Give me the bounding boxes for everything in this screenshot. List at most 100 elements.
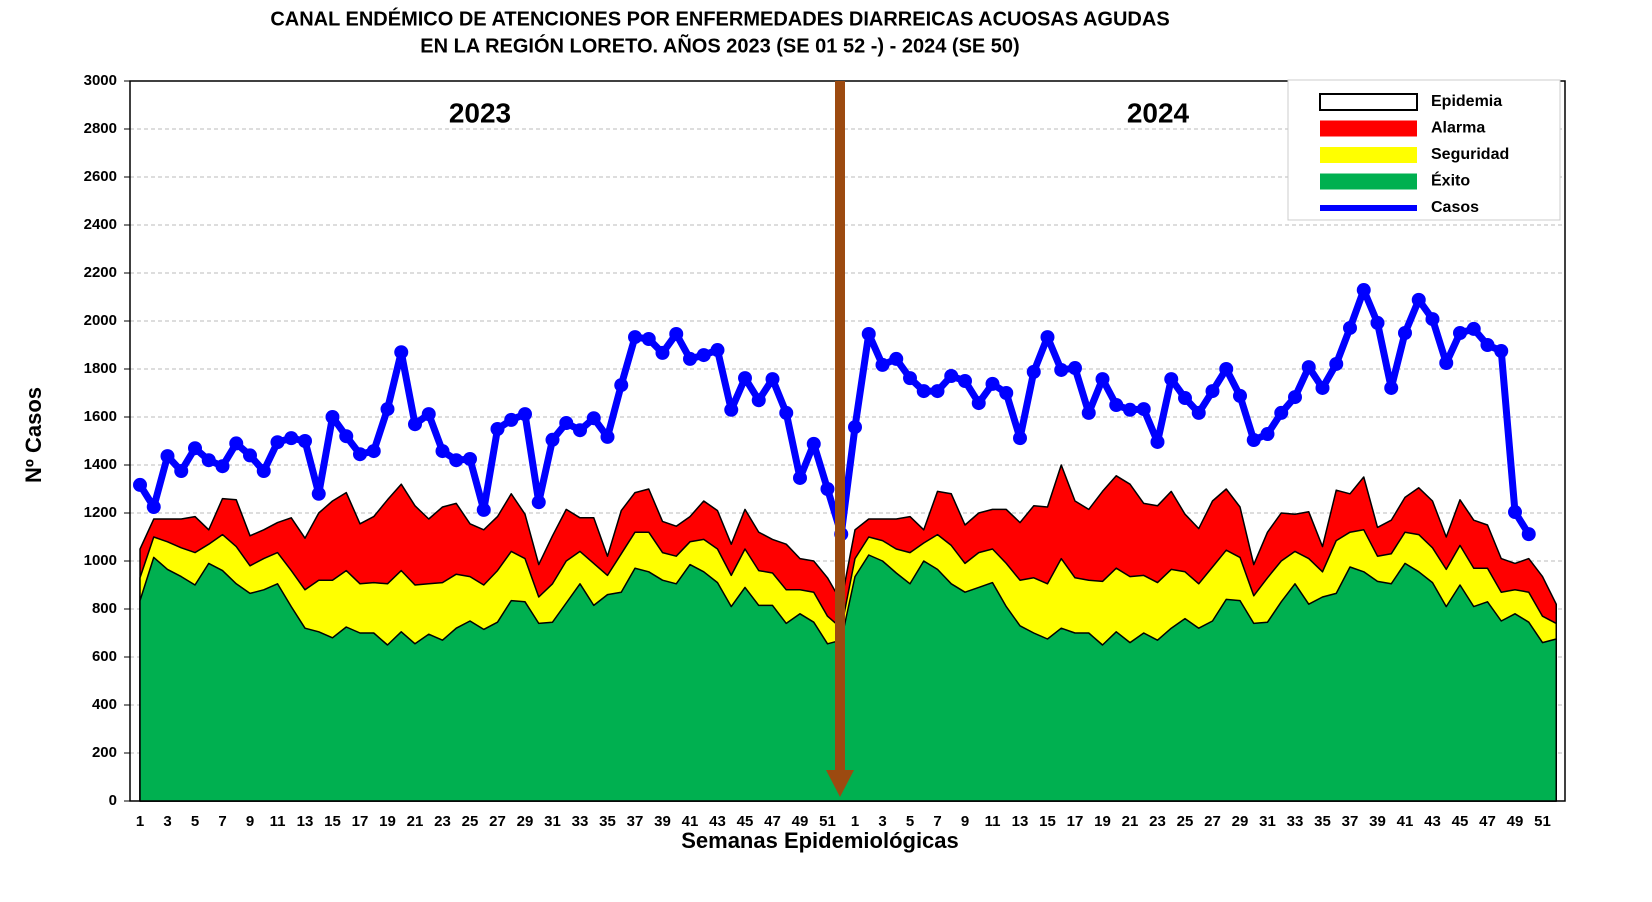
cases-point (958, 374, 972, 388)
x-tick-label: 45 (737, 813, 754, 830)
y-tick-label: 1000 (84, 552, 117, 569)
cases-point (284, 431, 299, 446)
cases-point (1466, 321, 1481, 336)
cases-point (628, 330, 642, 345)
x-tick-label: 1 (136, 813, 144, 830)
cases-point (971, 396, 986, 411)
cases-point (298, 434, 312, 448)
cases-point (683, 351, 697, 366)
cases-point (1136, 402, 1151, 417)
x-tick-label: 37 (1342, 813, 1359, 830)
cases-point (573, 423, 587, 438)
legend-swatch (1319, 93, 1418, 111)
cases-point (1521, 527, 1536, 542)
cases-point (861, 326, 876, 341)
x-tick-label: 45 (1452, 813, 1469, 830)
cases-point (339, 429, 354, 444)
x-tick-label: 33 (1287, 813, 1304, 830)
x-tick-label: 35 (1314, 813, 1331, 830)
y-tick-label: 2200 (84, 264, 117, 281)
cases-point (1123, 402, 1137, 417)
cases-point (1384, 380, 1399, 395)
cases-point (848, 420, 862, 435)
cases-point (559, 416, 574, 430)
cases-point (1040, 330, 1055, 345)
cases-point (696, 348, 711, 363)
x-tick-label: 7 (933, 813, 941, 830)
legend-label: Seguridad (1431, 146, 1509, 163)
year-label: 2023 (449, 97, 511, 128)
cases-point (380, 402, 395, 417)
cases-point (669, 326, 684, 341)
cases-point (1329, 356, 1344, 371)
cases-point (655, 345, 670, 360)
cases-point (1219, 362, 1234, 376)
y-tick-label: 400 (92, 696, 117, 713)
cases-point (1109, 398, 1124, 412)
legend-label: Éxito (1431, 171, 1470, 190)
cases-point (641, 332, 656, 346)
cases-point (476, 502, 491, 517)
y-tick-label: 200 (92, 744, 117, 761)
x-tick-label: 31 (1259, 813, 1276, 830)
cases-point (1480, 338, 1495, 352)
cases-point (366, 444, 381, 459)
x-tick-label: 21 (407, 813, 424, 830)
cases-point (889, 351, 904, 366)
cases-point (325, 410, 340, 424)
x-tick-label: 35 (599, 813, 616, 830)
cases-point (1301, 360, 1316, 375)
x-tick-label: 9 (246, 813, 254, 830)
x-tick-label: 1 (851, 813, 859, 830)
cases-point (614, 378, 629, 393)
cases-point (751, 393, 766, 408)
x-tick-label: 17 (352, 813, 369, 830)
cases-point (793, 470, 807, 485)
cases-point (999, 386, 1014, 400)
cases-point (1178, 391, 1192, 406)
y-tick-label: 800 (92, 600, 117, 617)
cases-point (243, 448, 257, 463)
cases-point (1095, 372, 1110, 387)
legend-swatch (1320, 173, 1417, 190)
year-divider (826, 81, 854, 797)
cases-point (1164, 372, 1179, 387)
x-tick-label: 47 (764, 813, 781, 830)
cases-point (201, 453, 216, 468)
x-tick-label: 37 (627, 813, 644, 830)
x-tick-label: 13 (297, 813, 314, 830)
cases-point (1054, 362, 1069, 377)
x-tick-label: 43 (1424, 813, 1441, 830)
cases-point (270, 435, 285, 450)
cases-point (394, 345, 409, 360)
x-tick-label: 19 (379, 813, 396, 830)
divider-head (826, 770, 854, 797)
x-tick-label: 23 (434, 813, 451, 830)
y-tick-label: 600 (92, 648, 117, 665)
cases-point (435, 444, 450, 459)
y-tick-label: 1200 (84, 504, 117, 521)
cases-point (1494, 344, 1509, 358)
cases-point (146, 500, 161, 514)
x-tick-label: 51 (819, 813, 836, 830)
cases-point (531, 495, 546, 510)
x-tick-label: 39 (654, 813, 671, 830)
x-tick-label: 29 (1232, 813, 1249, 830)
cases-point (463, 452, 477, 466)
cases-point (1343, 320, 1357, 335)
x-tick-label: 39 (1369, 813, 1386, 830)
x-tick-label: 29 (517, 813, 534, 830)
cases-point (133, 477, 147, 492)
x-tick-label: 51 (1534, 813, 1551, 830)
cases-point (930, 384, 945, 399)
legend-swatch (1320, 120, 1417, 137)
cases-point (710, 343, 725, 358)
cases-point (1013, 431, 1027, 446)
cases-point (408, 417, 422, 432)
cases-point (421, 407, 436, 422)
x-tick-label: 21 (1122, 813, 1139, 830)
x-tick-label: 5 (906, 813, 914, 830)
cases-point (1356, 283, 1371, 298)
x-tick-label: 43 (709, 813, 726, 830)
